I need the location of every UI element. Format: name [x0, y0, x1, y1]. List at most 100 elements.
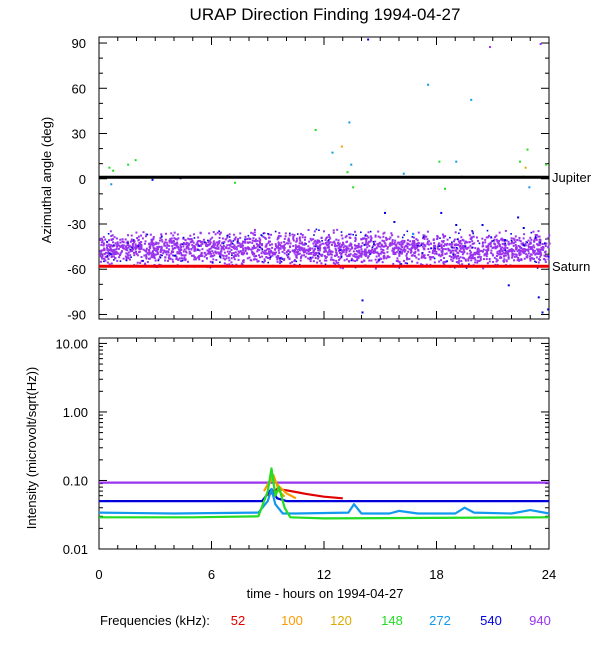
data-point-940	[237, 254, 240, 257]
data-point-940	[171, 245, 174, 248]
data-point-940	[283, 259, 286, 262]
data-point-940	[183, 254, 186, 257]
data-point-940	[392, 252, 395, 255]
data-point-940	[388, 256, 391, 259]
data-point-940	[511, 240, 514, 243]
data-point-540	[318, 252, 321, 255]
data-point-940	[468, 241, 471, 244]
data-point-940	[301, 233, 304, 236]
data-point-940	[433, 250, 436, 253]
data-point-940	[373, 243, 376, 246]
data-point-940	[104, 238, 107, 241]
data-point-540	[471, 246, 474, 249]
data-point-940	[452, 257, 455, 260]
data-point-940	[413, 244, 416, 247]
data-point-940	[164, 251, 167, 254]
data-point-940	[435, 252, 438, 255]
data-point-940	[242, 259, 245, 262]
data-point-940	[226, 250, 229, 253]
data-point-940	[187, 246, 190, 249]
data-point-940	[277, 241, 280, 244]
data-point-940	[369, 252, 372, 255]
data-point-940	[164, 244, 167, 247]
data-point-540	[198, 244, 200, 247]
data-point-940	[264, 236, 267, 239]
data-point-940	[178, 257, 181, 260]
data-point-940	[317, 240, 320, 243]
data-point-540	[340, 231, 343, 233]
data-point-940	[454, 231, 457, 234]
data-point-940	[314, 243, 317, 246]
data-point-940	[156, 249, 159, 252]
data-point-940	[338, 252, 341, 255]
data-point-940	[160, 234, 163, 237]
data-point-940	[492, 260, 495, 263]
data-point-940	[248, 241, 251, 244]
data-point-940	[265, 244, 268, 247]
data-point-940	[342, 248, 345, 251]
x-tick-label: 24	[542, 567, 556, 582]
data-point-940	[474, 251, 477, 254]
data-point-940	[134, 244, 137, 247]
data-point-940	[363, 237, 366, 240]
data-point-940	[294, 244, 297, 247]
data-point-940	[490, 245, 493, 248]
data-point-940	[320, 255, 323, 258]
data-point-940	[208, 243, 211, 246]
data-point-940	[466, 241, 469, 244]
data-point-540	[181, 259, 184, 262]
data-point-940	[441, 248, 444, 251]
data-point-940	[151, 250, 154, 253]
data-point-940	[494, 246, 497, 249]
data-point-940	[332, 241, 335, 244]
data-point-940	[283, 240, 286, 243]
data-point-940	[135, 244, 138, 247]
data-point-940	[164, 238, 167, 241]
data-point-940	[546, 237, 549, 240]
data-point-940	[206, 243, 209, 246]
data-point-940	[484, 241, 487, 244]
data-point-940	[193, 258, 196, 261]
data-point-940	[354, 236, 357, 239]
data-point-940	[289, 251, 292, 254]
data-point-940	[114, 242, 117, 245]
data-point-940	[426, 230, 429, 233]
data-point-940	[258, 249, 261, 252]
data-point-940	[456, 247, 459, 250]
data-point-940	[345, 245, 348, 248]
data-point-940	[485, 258, 488, 261]
data-point-940	[251, 232, 254, 235]
data-point-940	[512, 237, 515, 240]
data-point-940	[476, 252, 479, 255]
data-point-940	[176, 252, 179, 255]
data-point-940	[451, 249, 454, 252]
data-point-940	[280, 256, 283, 259]
data-point-940	[258, 244, 261, 247]
data-point-940	[525, 253, 528, 256]
data-point-940	[313, 240, 316, 243]
data-point-940	[169, 239, 172, 242]
data-point-940	[388, 238, 391, 241]
data-point-940	[325, 259, 328, 262]
data-point-540	[211, 261, 214, 263]
data-point-940	[542, 246, 545, 249]
data-point-940	[216, 231, 219, 234]
data-point-940	[283, 246, 286, 249]
data-point-940	[488, 257, 491, 260]
data-point-940	[300, 255, 303, 258]
data-point-540	[151, 178, 154, 181]
frequency-legend-272: 272	[429, 613, 451, 628]
data-point-940	[405, 256, 408, 259]
data-point-940	[496, 251, 499, 254]
data-point-940	[269, 244, 272, 247]
data-point-940	[270, 243, 273, 246]
data-point-940	[433, 261, 436, 264]
data-point-940	[449, 243, 452, 246]
data-point-940	[156, 246, 159, 249]
data-point-540	[504, 242, 507, 245]
data-point-940	[281, 250, 284, 253]
data-point-940	[127, 251, 130, 254]
data-point-940	[460, 246, 463, 249]
data-point-940	[283, 249, 286, 252]
data-point-940	[265, 243, 268, 246]
